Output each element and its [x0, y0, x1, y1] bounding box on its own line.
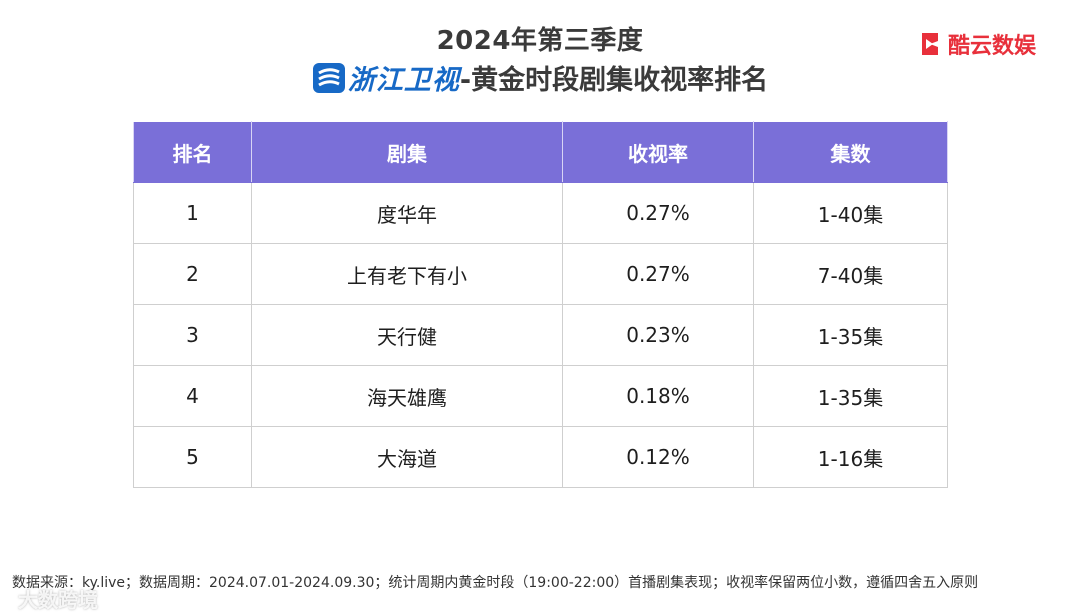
- title-cell: 大海道: [251, 426, 563, 488]
- column-header-rating: 收视率: [562, 121, 754, 183]
- rank-cell: 4: [133, 365, 252, 427]
- episodes-cell: 7-40集: [753, 243, 948, 305]
- table-row: 5 大海道 0.12% 1-16集: [133, 426, 948, 488]
- episodes-cell: 1-35集: [753, 365, 948, 427]
- rating-cell: 0.18%: [562, 365, 754, 427]
- page-subtitle: 浙江卫视 -黄金时段剧集收视率排名: [0, 58, 1080, 97]
- rank-cell: 2: [133, 243, 252, 305]
- brand-name: 酷云数娱: [948, 34, 1037, 59]
- rating-cell: 0.12%: [562, 426, 754, 488]
- title-cell: 海天雄鹰: [251, 365, 563, 427]
- kuyun-play-logo-icon: [922, 33, 938, 55]
- title-cell: 上有老下有小: [251, 243, 563, 305]
- table-row: 3 天行健 0.23% 1-35集: [133, 304, 948, 366]
- table-row: 1 度华年 0.27% 1-40集: [133, 182, 948, 244]
- episodes-cell: 1-35集: [753, 304, 948, 366]
- rank-cell: 1: [133, 182, 252, 244]
- rating-cell: 0.23%: [562, 304, 754, 366]
- zhejiang-tv-logo-icon: [312, 62, 346, 94]
- watermark: 大数跨境: [18, 588, 98, 612]
- ratings-table: 排名 剧集 收视率 集数 1 度华年 0.27% 1-40集 2 上有老下有小 …: [133, 121, 948, 488]
- rating-cell: 0.27%: [562, 182, 754, 244]
- table-header-row: 排名 剧集 收视率 集数: [133, 121, 948, 183]
- episodes-cell: 1-40集: [753, 182, 948, 244]
- rank-cell: 3: [133, 304, 252, 366]
- rating-cell: 0.27%: [562, 243, 754, 305]
- channel-name: 浙江卫视: [347, 65, 460, 96]
- episodes-cell: 1-16集: [753, 426, 948, 488]
- rank-cell: 5: [133, 426, 252, 488]
- table-row: 4 海天雄鹰 0.18% 1-35集: [133, 365, 948, 427]
- page-title: 2024年第三季度: [436, 26, 644, 56]
- column-header-title: 剧集: [251, 121, 563, 183]
- column-header-rank: 排名: [133, 121, 252, 183]
- table-row: 2 上有老下有小 0.27% 7-40集: [133, 243, 948, 305]
- brand: 酷云数娱: [916, 28, 1036, 60]
- column-header-episodes: 集数: [753, 121, 948, 183]
- title-suffix: -黄金时段剧集收视率排名: [459, 65, 769, 96]
- title-cell: 天行健: [251, 304, 563, 366]
- source-note: 数据来源：ky.live；数据周期：2024.07.01-2024.09.30；…: [12, 575, 979, 591]
- title-cell: 度华年: [251, 182, 563, 244]
